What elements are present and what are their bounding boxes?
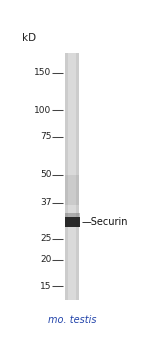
Bar	[68, 53, 76, 299]
Bar	[65, 217, 80, 227]
Text: 150: 150	[34, 68, 51, 77]
Text: 50: 50	[40, 170, 51, 179]
Bar	[65, 213, 80, 217]
Text: 20: 20	[40, 255, 51, 264]
Text: 15: 15	[40, 282, 51, 291]
Text: 100: 100	[34, 106, 51, 115]
Text: 37: 37	[40, 198, 51, 207]
Text: mo. testis: mo. testis	[48, 315, 96, 325]
Text: kD: kD	[22, 33, 36, 43]
Text: 25: 25	[40, 235, 51, 244]
Text: —Securin: —Securin	[82, 217, 128, 227]
Text: 75: 75	[40, 132, 51, 141]
